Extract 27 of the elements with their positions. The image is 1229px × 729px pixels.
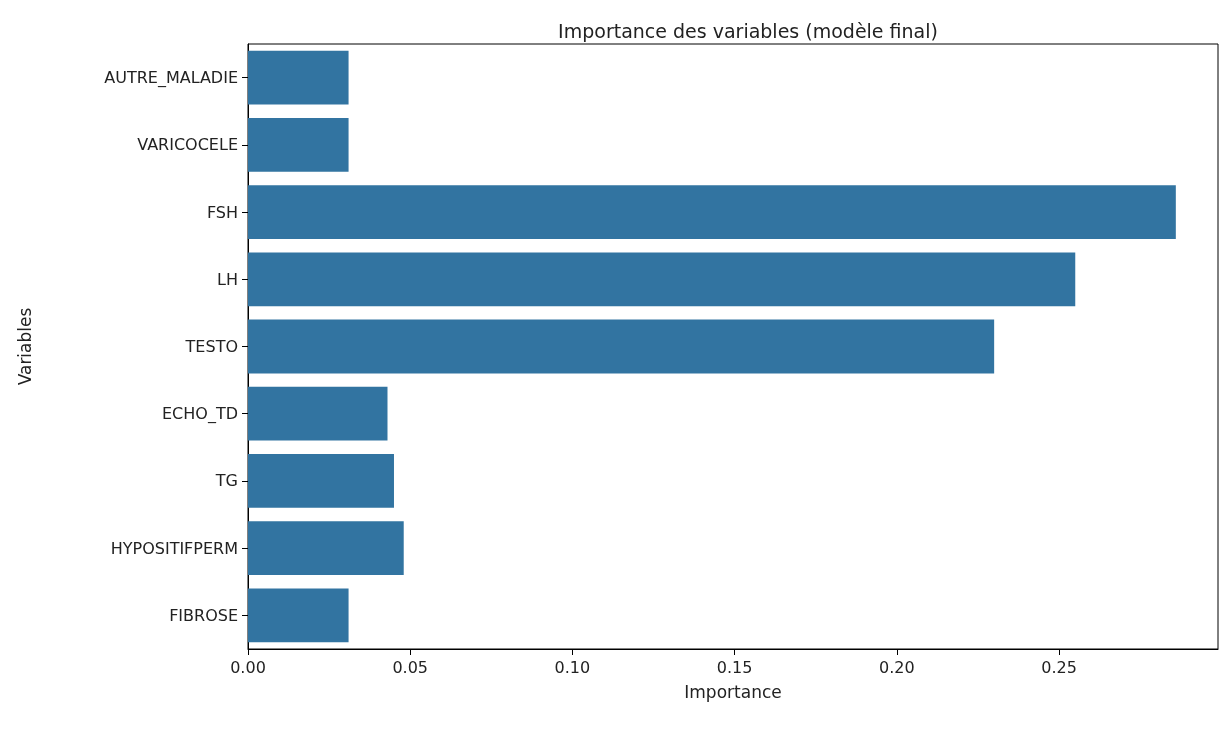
y-tick-label: HYPOSITIFPERM [110,538,238,558]
bar [248,588,349,643]
x-axis-title: Importance [684,681,782,702]
y-tick-label: TESTO [184,337,238,356]
y-tick-label: VARICOCELE [137,135,238,155]
bar [248,252,1076,307]
y-tick-label: AUTRE_MALADIE [104,68,238,89]
bar [248,386,388,441]
y-tick-label: LH [217,269,238,289]
x-tick-label: 0.15 [716,657,753,677]
bar [248,117,349,172]
x-tick-label: 0.05 [392,657,429,677]
bar [248,50,349,105]
bar [248,319,995,374]
x-tick-label: 0.10 [554,657,591,677]
y-tick-label: ECHO_TD [162,404,238,425]
bar [248,521,404,576]
chart-title: Importance des variables (modèle final) [558,19,938,42]
x-tick-label: 0.25 [1041,657,1077,677]
bar [248,185,1176,239]
y-tick-label: FIBROSE [169,605,238,625]
y-axis-title: Variables [14,307,35,386]
x-tick-label: 0.00 [230,657,266,677]
y-tick-label: FSH [206,202,238,222]
bar [248,454,394,508]
y-tick-label: TG [214,471,238,491]
x-tick-label: 0.20 [879,657,915,677]
